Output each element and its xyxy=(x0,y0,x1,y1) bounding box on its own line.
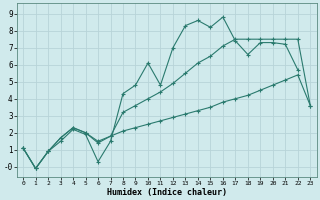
X-axis label: Humidex (Indice chaleur): Humidex (Indice chaleur) xyxy=(107,188,227,197)
